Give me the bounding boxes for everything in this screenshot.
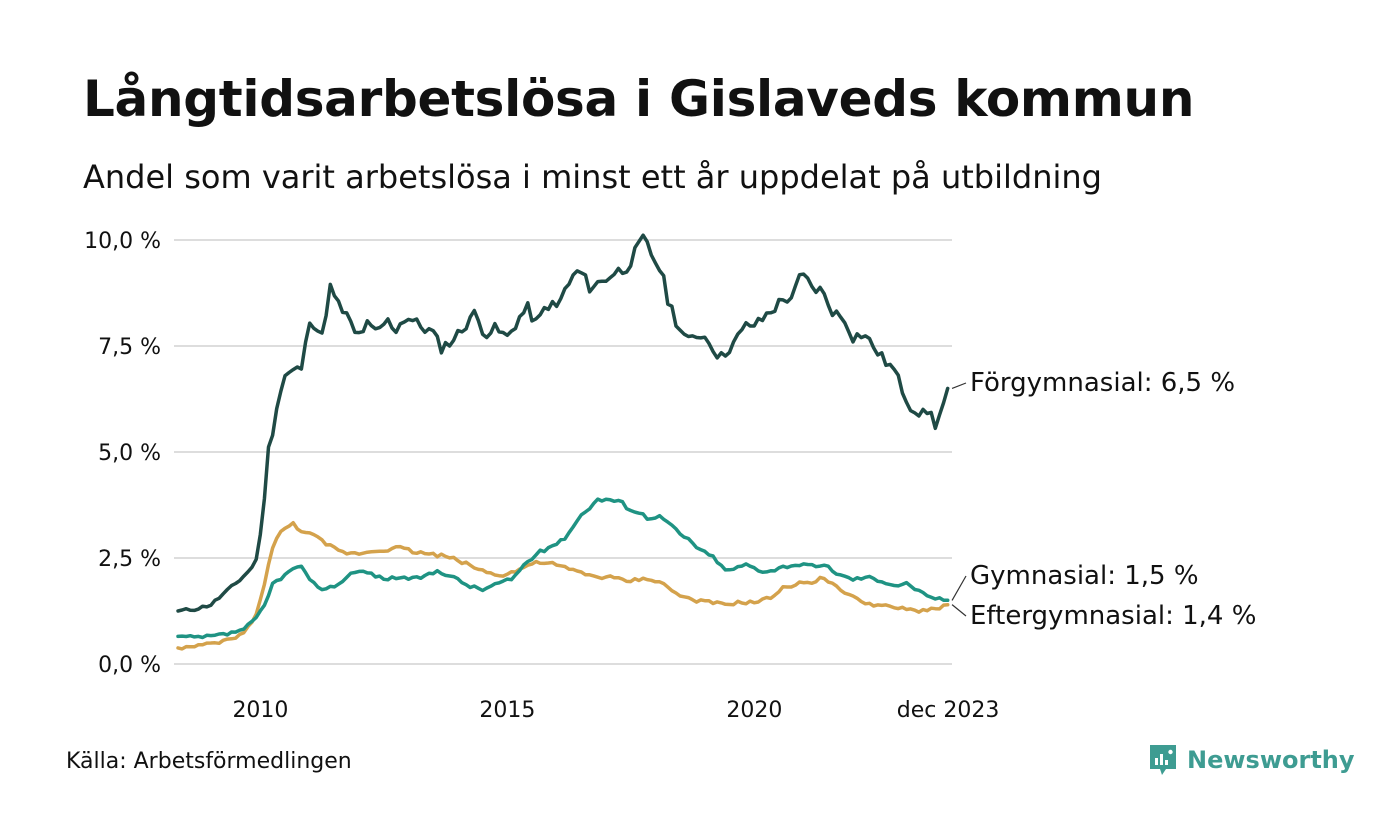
x-tick-label: 2020: [726, 698, 782, 723]
grid-lines: [174, 239, 952, 665]
series-end-label: Eftergymnasial: 1,4 %: [970, 601, 1256, 631]
series-line-eftergymnasial: [176, 520, 950, 651]
y-tick-label: 10,0 %: [84, 229, 161, 254]
series-lines: [176, 233, 950, 651]
newsworthy-logo[interactable]: Newsworthy: [1148, 743, 1355, 777]
x-tick-label: 2015: [479, 698, 535, 723]
series-end-label: Förgymnasial: 6,5 %: [970, 368, 1235, 398]
chart-subtitle: Andel som varit arbetslösa i minst ett å…: [83, 158, 1102, 196]
label-leader-line: [951, 604, 967, 617]
newsworthy-logo-icon: [1150, 745, 1176, 775]
label-leader-line: [951, 575, 967, 601]
x-tick-label: dec 2023: [897, 698, 1000, 723]
y-tick-label: 5,0 %: [98, 441, 161, 466]
series-end-label: Gymnasial: 1,5 %: [970, 561, 1199, 591]
series-labels: Förgymnasial: 6,5 % Gymnasial: 1,5 % Efter…: [951, 368, 1256, 631]
series-line-gymnasial: [176, 497, 950, 640]
chart-title: Långtidsarbetslösa i Gislaveds kommun: [83, 70, 1195, 128]
y-axis-ticks: 0,0 % 2,5 % 5,0 % 7,5 % 10,0 %: [84, 229, 161, 678]
source-note: Källa: Arbetsförmedlingen: [66, 749, 352, 774]
label-leader-line: [951, 382, 967, 389]
y-tick-label: 7,5 %: [98, 335, 161, 360]
x-tick-label: 2010: [232, 698, 288, 723]
y-tick-label: 0,0 %: [98, 653, 161, 678]
series-line-förgymnasial: [176, 233, 950, 613]
brand-name: Newsworthy: [1187, 746, 1355, 774]
y-tick-label: 2,5 %: [98, 547, 161, 572]
x-axis-ticks: 2010 2015 2020 dec 2023: [232, 698, 999, 723]
